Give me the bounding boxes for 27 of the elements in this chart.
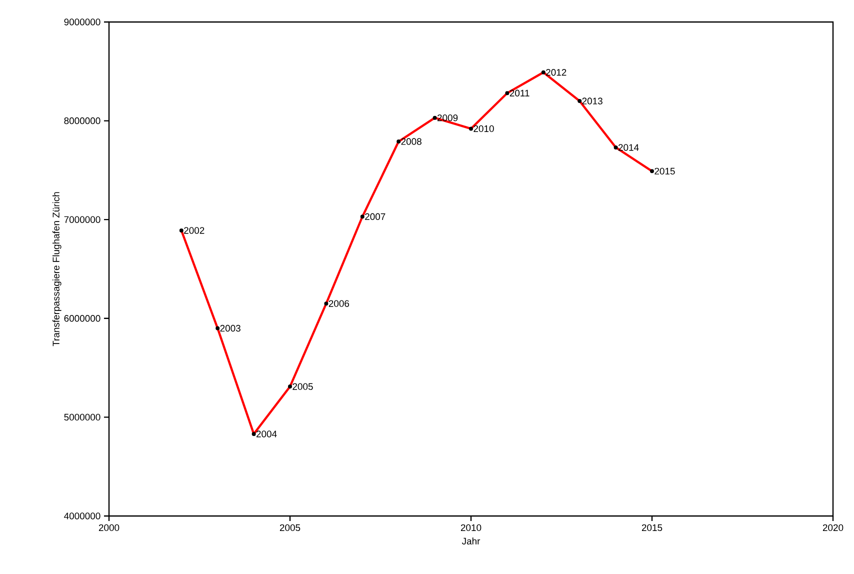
annotation: 2014 — [618, 144, 639, 151]
annotation: 2012 — [546, 69, 566, 76]
x-axis-title: Jahr — [462, 538, 480, 544]
annotation: 2003 — [220, 324, 240, 332]
x-tick-label: 2020 — [822, 524, 844, 532]
y-tick-label: 5000000 — [64, 414, 100, 421]
y-tick-label: 8000000 — [64, 117, 100, 124]
annotation: 2004 — [256, 430, 277, 438]
annotation: 2013 — [582, 98, 602, 104]
x-tick-label: 2005 — [280, 524, 300, 532]
annotation: 2008 — [401, 138, 422, 145]
y-tick-label: 6000000 — [64, 315, 100, 322]
annotation: 2002 — [184, 227, 204, 234]
y-tick-label: 4000000 — [64, 512, 100, 520]
x-tick-label: 2015 — [642, 524, 662, 532]
annotation: 2011 — [510, 90, 530, 96]
annotation: 2006 — [328, 300, 350, 307]
annotation: 2005 — [292, 383, 313, 390]
y-tick-label: 9000000 — [64, 18, 100, 26]
x-tick-label: 2000 — [98, 524, 120, 532]
annotation: 2015 — [654, 168, 675, 175]
annotation: 2007 — [365, 213, 386, 220]
annotation: 2009 — [437, 114, 458, 122]
y-axis-title: Transferpassagiere Flughafen Zürich — [52, 192, 62, 346]
x-tick-label: 2010 — [460, 524, 482, 532]
annotation: 2010 — [474, 125, 494, 132]
y-tick-label: 7000000 — [64, 216, 100, 223]
